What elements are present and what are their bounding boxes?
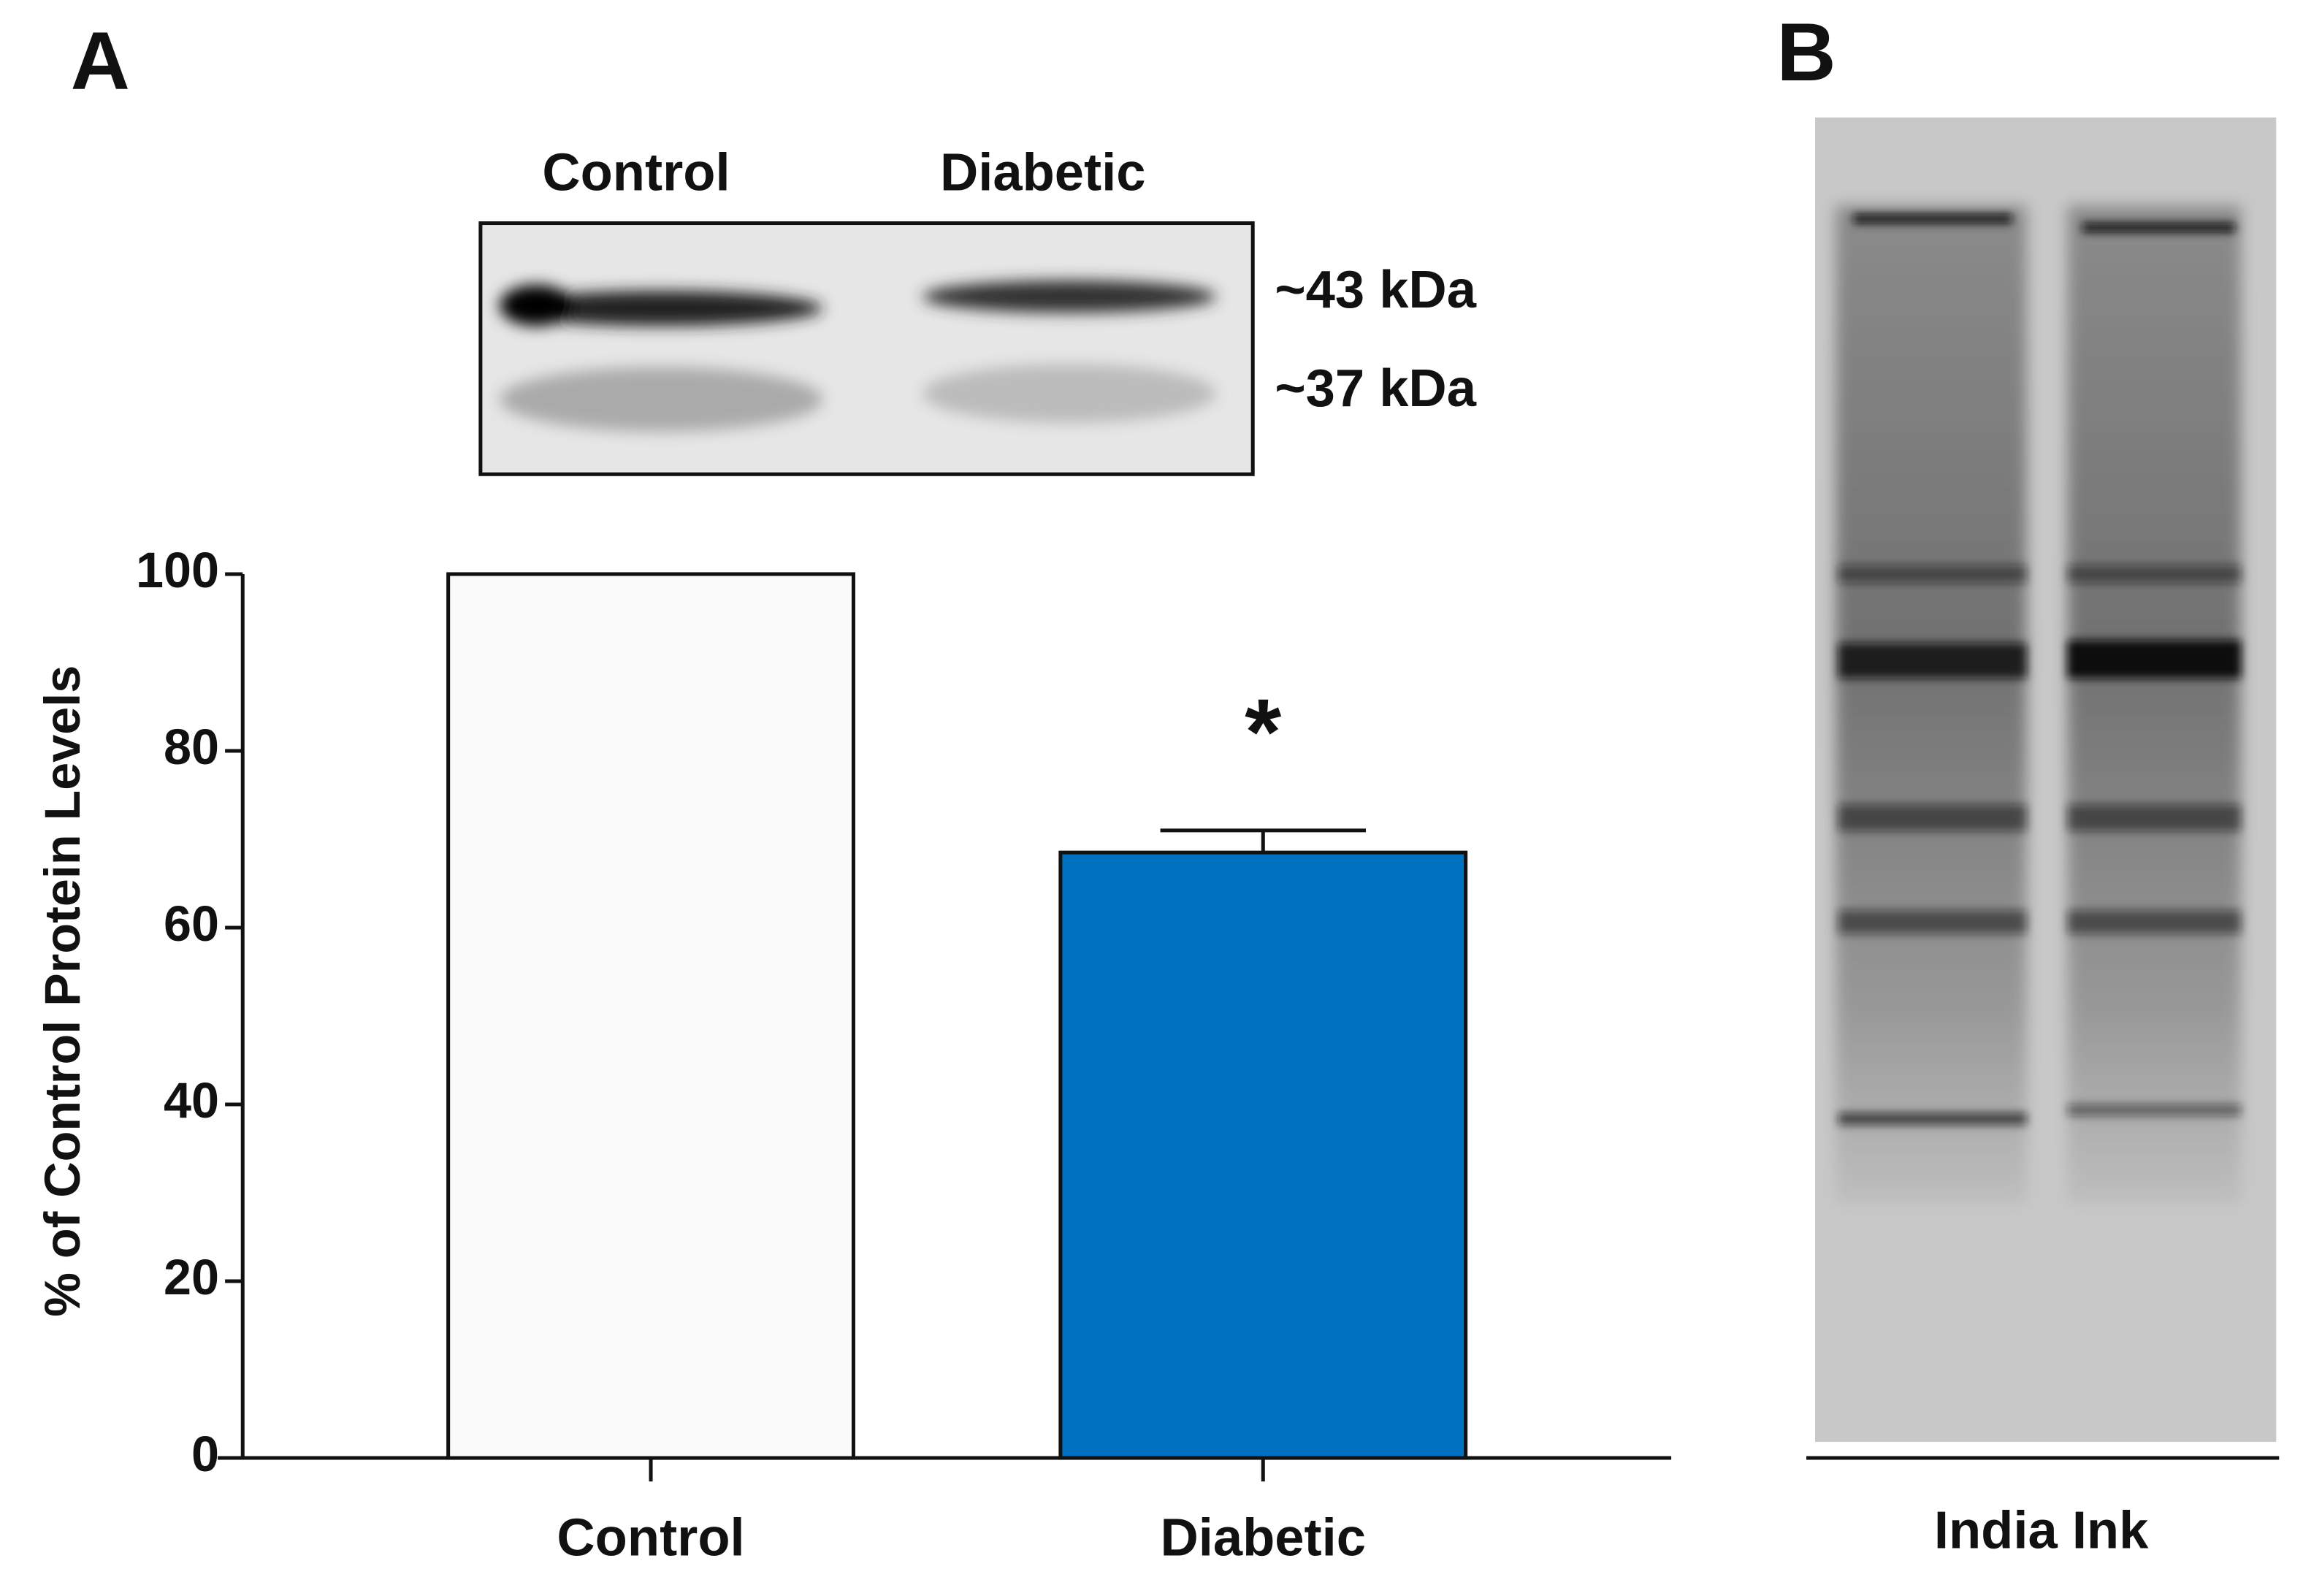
y-tick-label: 80 <box>164 719 219 775</box>
significance-marker: * <box>1245 680 1281 784</box>
western-blot <box>478 221 1255 476</box>
y-tick-label: 0 <box>191 1427 219 1482</box>
panel-label: B <box>1776 6 1836 98</box>
bar <box>446 572 855 1460</box>
x-tick-label: Diabetic <box>1161 1508 1366 1568</box>
y-tick-label: 20 <box>164 1250 219 1305</box>
lane-label: Diabetic <box>940 142 1145 202</box>
x-tick-label: Control <box>557 1508 744 1568</box>
y-tick-label: 60 <box>164 896 219 952</box>
bar <box>1058 850 1468 1460</box>
stain-image <box>1815 117 2277 1442</box>
y-tick-label: 40 <box>164 1073 219 1129</box>
panel-label: A <box>71 15 130 107</box>
stain-label: India Ink <box>1934 1501 2149 1560</box>
y-axis-title: % of Control Protein Levels <box>35 665 91 1317</box>
error-bar <box>1160 828 1366 853</box>
marker-label: ~43 kDa <box>1275 260 1476 319</box>
y-tick-label: 100 <box>136 543 219 598</box>
lane-label: Control <box>542 142 730 202</box>
marker-label: ~37 kDa <box>1275 359 1476 418</box>
